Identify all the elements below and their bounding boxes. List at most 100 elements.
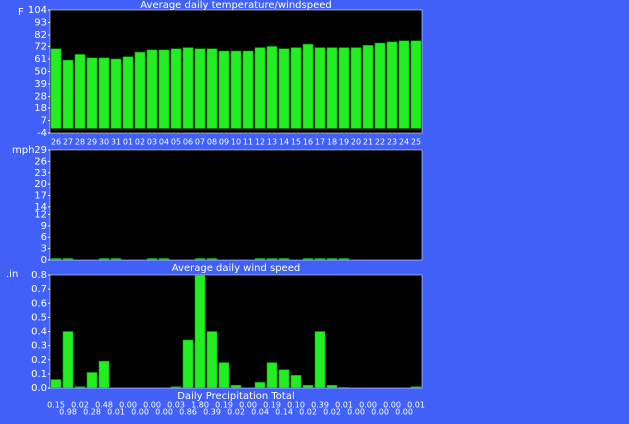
data-label: 0.00 xyxy=(347,408,365,417)
bar xyxy=(62,258,74,260)
bar xyxy=(410,386,422,388)
y-tick-label: 6 xyxy=(41,232,47,243)
bar xyxy=(230,384,242,388)
bar xyxy=(302,384,314,388)
bar xyxy=(146,258,158,260)
x-tick-label: 12 xyxy=(255,138,265,147)
bar xyxy=(122,56,134,129)
x-tick-label: 15 xyxy=(291,138,301,147)
data-label: 1.80 xyxy=(191,401,209,410)
data-label: 0.86 xyxy=(179,408,197,417)
y-tick-label: -4 xyxy=(37,128,47,139)
bar xyxy=(338,258,350,260)
bar xyxy=(134,51,146,129)
chart-title: Average daily wind speed xyxy=(172,263,300,274)
data-label: 0.01 xyxy=(407,401,425,410)
bar xyxy=(50,48,62,129)
bar xyxy=(98,258,110,260)
bar xyxy=(290,47,302,129)
x-tick-label: 26 xyxy=(51,138,61,147)
plot-area xyxy=(49,274,423,389)
x-tick-label: 18 xyxy=(327,138,337,147)
bar xyxy=(326,258,338,260)
x-tick-label: 27 xyxy=(63,138,73,147)
x-tick-label: 28 xyxy=(75,138,85,147)
bar xyxy=(74,54,86,129)
y-tick-label: 0.2 xyxy=(31,355,47,366)
bar xyxy=(182,339,194,388)
bar xyxy=(302,258,314,260)
bar xyxy=(218,362,230,388)
bar xyxy=(146,49,158,129)
data-label: 0.00 xyxy=(395,408,413,417)
x-tick-label: 04 xyxy=(159,138,169,147)
data-label: 0.19 xyxy=(263,401,281,410)
bar xyxy=(362,45,374,129)
bar xyxy=(62,331,74,388)
bar xyxy=(86,57,98,129)
data-label: 0.00 xyxy=(359,401,377,410)
bar xyxy=(206,331,218,388)
x-tick-label: 17 xyxy=(315,138,325,147)
bar xyxy=(254,382,266,388)
x-tick-label: 11 xyxy=(243,138,253,147)
data-label: 0.15 xyxy=(47,401,65,410)
plot-area xyxy=(49,149,423,261)
bar xyxy=(206,48,218,129)
y-tick-label: 0.7 xyxy=(31,284,47,295)
bar xyxy=(194,258,206,260)
x-tick-label: 24 xyxy=(399,138,409,147)
data-label: 0.00 xyxy=(155,408,173,417)
data-label: 0.48 xyxy=(95,401,113,410)
bar xyxy=(350,47,362,129)
x-tick-label: 03 xyxy=(147,138,157,147)
bar xyxy=(266,258,278,260)
bar xyxy=(170,48,182,129)
data-label: 0.39 xyxy=(203,408,221,417)
data-label: 0.00 xyxy=(143,401,161,410)
x-tick-label: 19 xyxy=(339,138,349,147)
bar xyxy=(314,331,326,388)
x-tick-label: 13 xyxy=(267,138,277,147)
bar xyxy=(110,58,122,129)
bar xyxy=(338,387,350,388)
x-tick-label: 16 xyxy=(303,138,313,147)
y-tick-label: 23 xyxy=(34,168,47,179)
y-tick-label: 20 xyxy=(34,179,47,190)
y-tick-label: 12 xyxy=(34,209,47,220)
bar xyxy=(158,258,170,260)
bar xyxy=(302,43,314,129)
data-label: 0.04 xyxy=(251,408,269,417)
bar xyxy=(290,375,302,388)
bar xyxy=(314,47,326,129)
bar xyxy=(206,258,218,260)
bar xyxy=(230,50,242,129)
x-tick-label: 25 xyxy=(411,138,421,147)
bar xyxy=(254,47,266,129)
y-tick-label: 0.5 xyxy=(31,312,47,323)
bar xyxy=(278,48,290,129)
data-label: 0.39 xyxy=(311,401,329,410)
x-tick-label: 31 xyxy=(111,138,121,147)
y-tick-label: 61 xyxy=(34,54,47,65)
bar xyxy=(374,42,386,129)
bar xyxy=(338,47,350,129)
y-tick-label: 72 xyxy=(34,41,47,52)
y-tick-label: 39 xyxy=(34,79,47,90)
bar xyxy=(326,47,338,129)
y-tick-label: 0.8 xyxy=(31,270,47,281)
bar xyxy=(86,372,98,388)
x-tick-label: 14 xyxy=(279,138,289,147)
bar xyxy=(314,258,326,260)
bar xyxy=(98,57,110,129)
y-tick-label: 0.1 xyxy=(31,369,47,380)
x-tick-label: 30 xyxy=(99,138,109,147)
bar xyxy=(62,59,74,129)
y-tick-label: 17 xyxy=(34,191,47,202)
y-tick-label: 50 xyxy=(34,67,47,78)
bar xyxy=(98,360,110,388)
bar xyxy=(182,47,194,129)
x-tick-label: 01 xyxy=(123,138,133,147)
x-tick-label: 22 xyxy=(375,138,385,147)
